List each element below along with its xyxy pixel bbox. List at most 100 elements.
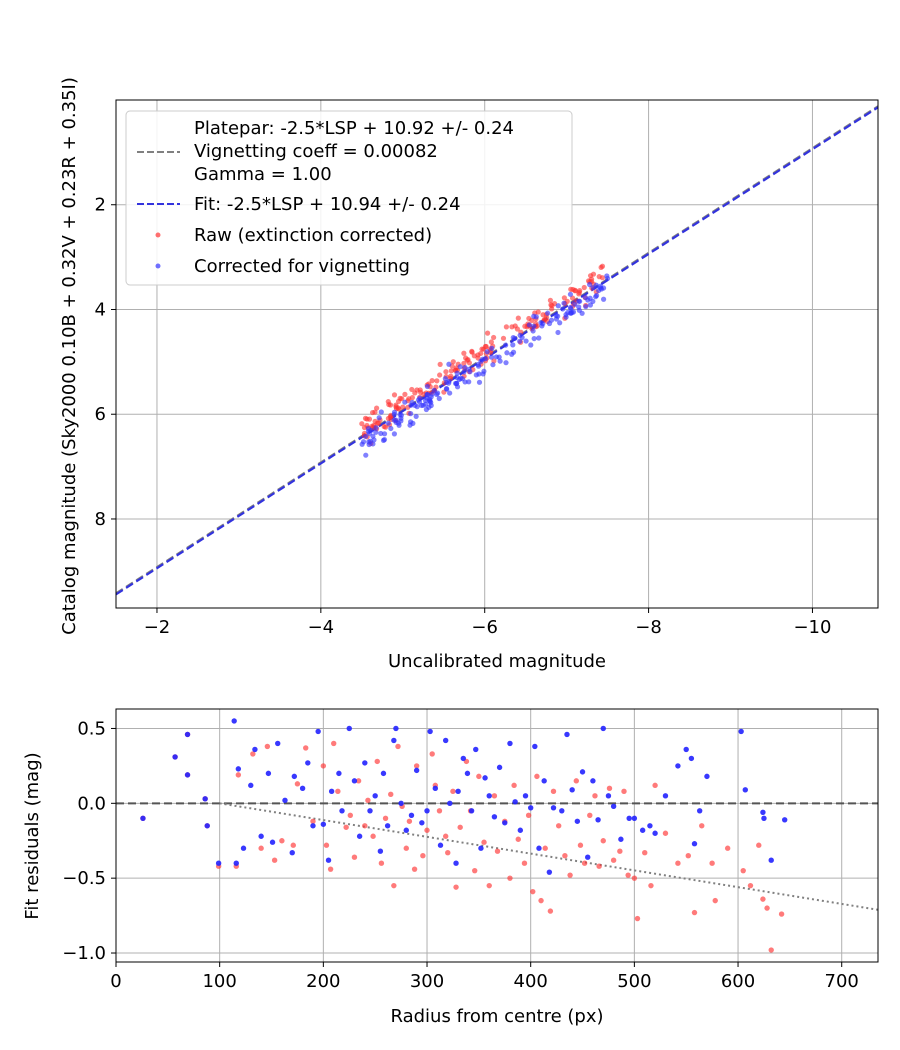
corrected-residual-point (328, 788, 335, 795)
top-y-tick-label: 8 (95, 509, 106, 530)
corrected-residual-point (512, 799, 518, 805)
raw-point (374, 420, 380, 426)
corrected-point (410, 420, 416, 426)
corrected-point (415, 397, 422, 403)
raw-point (448, 368, 454, 374)
corrected-point (436, 395, 442, 402)
corrected-residual-point (507, 740, 513, 747)
raw-point (590, 271, 597, 277)
raw-residual-point (424, 827, 430, 833)
raw-residual-point (610, 857, 617, 863)
raw-point (598, 264, 604, 271)
raw-point (443, 369, 449, 375)
raw-point (500, 335, 507, 341)
corrected-residual-point (408, 812, 415, 818)
raw-point (369, 409, 376, 416)
corrected-residual-point (738, 728, 744, 735)
corrected-point (528, 342, 534, 348)
corrected-residual-point (460, 755, 467, 762)
residuals-plot: 0 100 200 300 400 500 600 700 0.5 0.0 −0.5 −1.0 Rad… (22, 708, 879, 1027)
corrected-point (442, 375, 449, 382)
raw-residual-point (675, 860, 681, 866)
corrected-point (555, 329, 561, 336)
corrected-residual-point (282, 797, 288, 804)
raw-point (362, 415, 369, 421)
top-axes-frame (115, 99, 879, 609)
corrected-point (426, 404, 432, 410)
corrected-point (493, 354, 499, 360)
legend-platepar-line-1: Platepar: -2.5*LSP + 10.92 +/- 0.24 (194, 118, 514, 139)
residuals-x-tick-label: 0 (110, 971, 121, 992)
raw-residual-point (530, 888, 536, 895)
raw-residual-point (411, 866, 418, 872)
corrected-residual-point (231, 718, 237, 724)
corrected-point (447, 390, 453, 396)
raw-point (570, 295, 576, 301)
raw-residual-point (760, 896, 766, 902)
raw-residual-point (621, 788, 627, 795)
residuals-points (140, 718, 788, 953)
corrected-point (363, 433, 369, 440)
raw-residual-point (617, 848, 623, 854)
raw-residual-point (596, 863, 602, 869)
raw-point (391, 392, 398, 398)
corrected-point (454, 374, 460, 380)
raw-residual-point (481, 839, 487, 845)
raw-residual-point (258, 845, 264, 851)
corrected-residual-point (631, 815, 638, 821)
raw-residual-point (320, 763, 327, 769)
raw-residual-point (625, 872, 631, 878)
corrected-point (517, 332, 523, 338)
raw-residual-point (351, 854, 358, 860)
residuals-vignetting-line (219, 802, 879, 911)
corrected-point (373, 429, 379, 435)
raw-residual-point (420, 853, 426, 859)
corrected-point (412, 402, 418, 409)
corrected-point (462, 379, 468, 385)
corrected-point (365, 426, 372, 432)
corrected-point (420, 402, 426, 408)
raw-residual-point (370, 833, 376, 839)
corrected-point (585, 297, 591, 303)
corrected-point (376, 415, 382, 421)
corrected-residual-point (652, 830, 658, 836)
corrected-residual-point (305, 760, 311, 766)
raw-point (549, 306, 555, 312)
raw-residual-point (303, 745, 309, 751)
raw-point (547, 297, 554, 303)
corrected-point (478, 358, 484, 364)
raw-residual-point (323, 842, 330, 848)
corrected-point (503, 360, 509, 366)
corrected-residual-point (299, 785, 306, 792)
corrected-residual-point (517, 827, 524, 833)
corrected-point (391, 431, 398, 437)
corrected-residual-point (760, 809, 766, 815)
corrected-point (523, 338, 529, 344)
raw-point (412, 390, 418, 396)
corrected-point (434, 391, 440, 397)
raw-residual-point (450, 788, 456, 795)
corrected-residual-point (233, 860, 239, 866)
raw-residual-point (768, 947, 774, 953)
corrected-residual-point (380, 770, 387, 777)
corrected-residual-point (482, 775, 488, 781)
raw-residual-point (652, 782, 658, 789)
corrected-residual-point (781, 817, 788, 823)
corrected-point (413, 413, 419, 420)
legend-box (125, 110, 573, 286)
raw-residual-point (436, 808, 443, 814)
legend-fit-label: Fit: -2.5*LSP + 10.94 +/- 0.24 (194, 194, 461, 215)
raw-residual-point (429, 751, 435, 757)
raw-residual-point (740, 867, 746, 874)
raw-residual-point (567, 872, 573, 878)
raw-residual-point (547, 908, 554, 914)
raw-residual-point (600, 838, 606, 844)
corrected-residual-point (356, 833, 363, 839)
residuals-x-tick-label: 100 (202, 971, 236, 992)
corrected-point (545, 310, 551, 316)
raw-residual-point (756, 842, 762, 848)
corrected-residual-point (235, 766, 242, 772)
corrected-residual-point (172, 754, 178, 760)
corrected-point (395, 420, 402, 426)
corrected-residual-point (339, 808, 345, 814)
